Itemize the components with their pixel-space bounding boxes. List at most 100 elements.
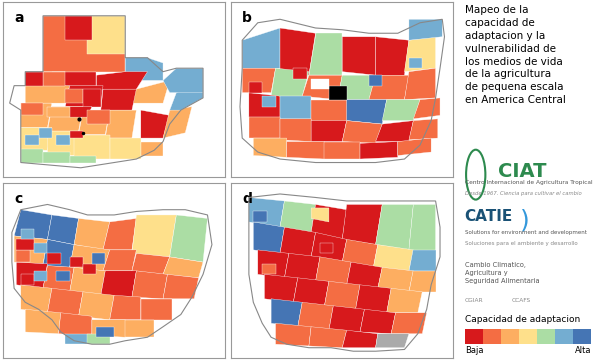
Polygon shape <box>409 271 436 292</box>
Polygon shape <box>97 72 148 89</box>
Polygon shape <box>74 219 110 250</box>
Polygon shape <box>25 86 70 103</box>
Polygon shape <box>65 16 92 40</box>
Polygon shape <box>311 204 347 239</box>
Polygon shape <box>47 288 83 316</box>
Polygon shape <box>14 236 47 264</box>
Polygon shape <box>97 327 114 337</box>
Polygon shape <box>398 138 431 156</box>
Bar <box>465 329 483 344</box>
Polygon shape <box>342 204 382 245</box>
Polygon shape <box>329 86 347 100</box>
Polygon shape <box>43 152 70 162</box>
Polygon shape <box>293 278 329 306</box>
Text: Centro Internacional de Agricultura Tropical: Centro Internacional de Agricultura Trop… <box>465 180 592 185</box>
Polygon shape <box>47 253 61 264</box>
Polygon shape <box>83 264 97 274</box>
Polygon shape <box>70 156 97 162</box>
Polygon shape <box>249 82 262 93</box>
Polygon shape <box>360 141 398 159</box>
Bar <box>555 329 574 344</box>
Polygon shape <box>404 68 436 100</box>
Text: Alta: Alta <box>575 346 592 355</box>
Polygon shape <box>83 89 101 107</box>
Polygon shape <box>34 271 47 281</box>
Polygon shape <box>101 89 136 110</box>
Polygon shape <box>21 229 34 239</box>
Polygon shape <box>320 243 334 253</box>
Polygon shape <box>47 107 83 131</box>
Polygon shape <box>110 295 141 320</box>
Text: Desde 1967. Ciencia para cultivar el cambio: Desde 1967. Ciencia para cultivar el cam… <box>465 191 581 196</box>
Polygon shape <box>275 323 311 346</box>
Polygon shape <box>409 19 442 40</box>
Polygon shape <box>70 257 83 267</box>
Polygon shape <box>253 222 284 253</box>
Polygon shape <box>14 210 52 239</box>
Polygon shape <box>262 264 275 274</box>
Bar <box>537 329 555 344</box>
Polygon shape <box>21 103 43 115</box>
Polygon shape <box>43 72 65 86</box>
Text: CCAFS: CCAFS <box>512 298 531 303</box>
Polygon shape <box>70 107 92 117</box>
Polygon shape <box>262 96 275 107</box>
Polygon shape <box>43 16 125 72</box>
Text: Mapeo de la
capacidad de
adaptacion y la
vulnerabilidad de
los medios de vida
de: Mapeo de la capacidad de adaptacion y la… <box>465 5 566 105</box>
Polygon shape <box>342 121 382 143</box>
Polygon shape <box>88 334 110 344</box>
Polygon shape <box>280 201 316 233</box>
Polygon shape <box>79 110 110 135</box>
Polygon shape <box>280 119 311 141</box>
Polygon shape <box>65 89 83 103</box>
Polygon shape <box>280 28 316 75</box>
Polygon shape <box>16 239 34 250</box>
Polygon shape <box>101 271 136 297</box>
Polygon shape <box>376 334 409 348</box>
Polygon shape <box>141 299 172 320</box>
Polygon shape <box>311 233 347 262</box>
Polygon shape <box>356 285 391 313</box>
Polygon shape <box>163 68 203 93</box>
Polygon shape <box>280 227 316 257</box>
Polygon shape <box>25 309 61 334</box>
Polygon shape <box>409 250 436 271</box>
Polygon shape <box>287 141 325 159</box>
Polygon shape <box>298 302 334 330</box>
Polygon shape <box>125 58 163 80</box>
Polygon shape <box>413 98 440 119</box>
Polygon shape <box>170 215 208 262</box>
Polygon shape <box>163 107 192 138</box>
Polygon shape <box>25 135 38 145</box>
Polygon shape <box>125 80 170 103</box>
Polygon shape <box>79 292 114 320</box>
Polygon shape <box>52 72 97 86</box>
Polygon shape <box>141 110 170 138</box>
Polygon shape <box>325 281 360 309</box>
Polygon shape <box>376 37 409 75</box>
Polygon shape <box>25 72 65 86</box>
Polygon shape <box>253 211 266 222</box>
Polygon shape <box>376 204 413 250</box>
Polygon shape <box>103 219 136 250</box>
Polygon shape <box>378 267 413 292</box>
Polygon shape <box>103 250 136 271</box>
Polygon shape <box>342 330 378 348</box>
Polygon shape <box>25 72 43 86</box>
Polygon shape <box>163 257 203 278</box>
Bar <box>483 329 501 344</box>
Polygon shape <box>125 320 154 337</box>
Polygon shape <box>284 253 320 281</box>
Polygon shape <box>329 306 364 332</box>
Polygon shape <box>271 299 302 327</box>
Polygon shape <box>302 75 342 100</box>
Polygon shape <box>253 138 287 157</box>
Polygon shape <box>34 243 47 253</box>
Polygon shape <box>132 271 167 299</box>
Polygon shape <box>70 131 83 138</box>
Polygon shape <box>347 262 382 288</box>
Polygon shape <box>342 37 376 75</box>
Polygon shape <box>170 80 203 110</box>
Polygon shape <box>74 135 110 159</box>
Text: Capacidad de adaptacion: Capacidad de adaptacion <box>465 315 580 324</box>
